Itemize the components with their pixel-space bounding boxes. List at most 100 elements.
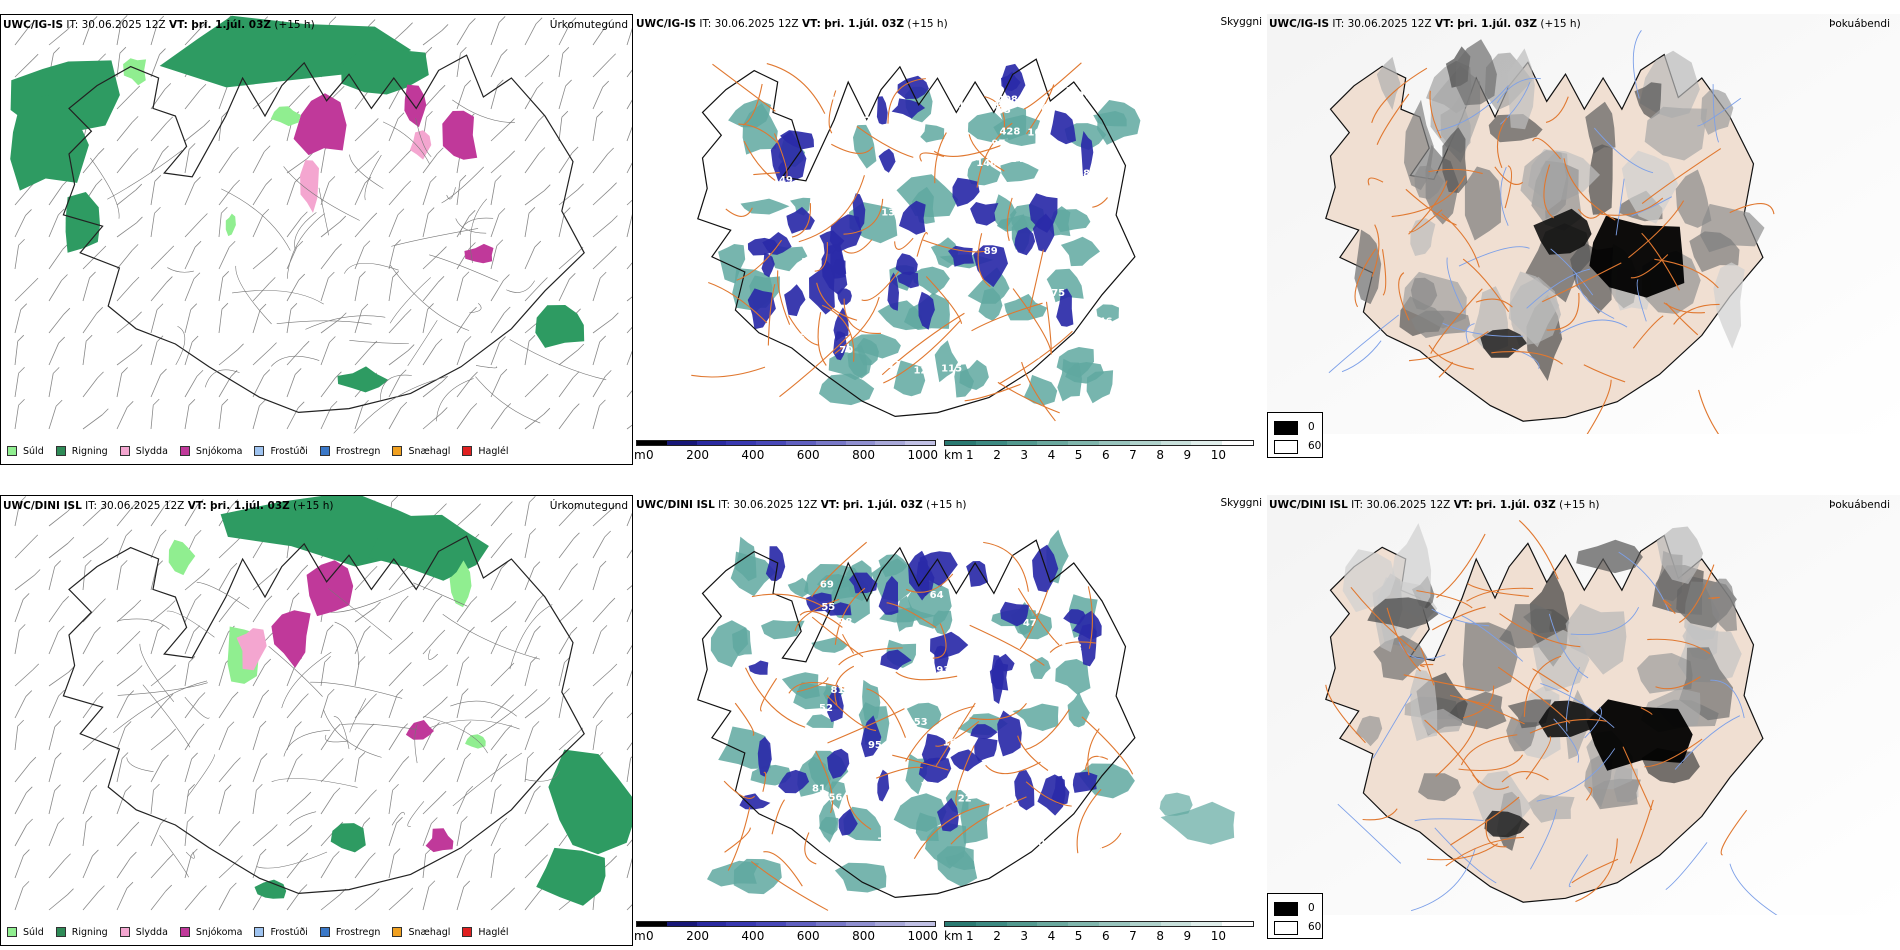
colorbar-swatch [845, 441, 876, 445]
precip-legend-item: Súld [7, 927, 44, 938]
colorbar-tick-label: 200 [686, 929, 709, 943]
visibility-colorbar: km 1 2 3 4 5 6 7 8 9 10 [944, 919, 1256, 945]
colorbar-tick-label: 9 [1183, 929, 1192, 943]
precip-legend-swatch [119, 927, 130, 937]
visibility-unit-label: km [944, 929, 963, 943]
precip-legend-label: Frostúði [270, 445, 308, 457]
cloud-base-label: 75 [1051, 288, 1065, 299]
cloud-base-label: 49 [779, 175, 793, 186]
precip-legend-label: Snæhagl [408, 926, 451, 938]
cloud-base-label: 93 [936, 665, 950, 676]
fog-legend-value-high: 0 [1308, 421, 1315, 433]
cloud-base-label: 56 [828, 792, 842, 803]
rivers [1328, 30, 1742, 374]
colorbar-tick-label: 1000 [907, 929, 938, 943]
cloud-base-label: 46 [1099, 317, 1113, 328]
colorbar-swatch [637, 441, 667, 445]
colorbar-tick-label: 8 [1156, 448, 1164, 462]
panel-title: UWC/IG-IS IT: 30.06.2025 12Z VT: þri. 1.… [1269, 18, 1581, 30]
height-colorbar: m 0 200 400 600 800 1000 [634, 919, 938, 945]
fog-legend-swatch-low [1274, 921, 1298, 935]
precip-legend-item: Frostregn [319, 927, 380, 938]
precip-map [10, 15, 632, 434]
cloud-base-label: 68 [863, 661, 877, 672]
colorbar-tick-label: 200 [686, 448, 709, 462]
fog-legend-value-low: 60 [1308, 440, 1322, 452]
colorbar-swatch [1222, 441, 1253, 445]
colorbar-swatch [905, 922, 935, 926]
colorbar-swatch [785, 922, 816, 926]
precip-legend-label: Frostregn [335, 445, 381, 457]
precip-legend-item: Haglél [462, 927, 509, 938]
roads [113, 581, 561, 878]
precip-legend-item: Snæhagl [392, 446, 450, 457]
colorbar-swatch [1129, 441, 1161, 445]
colorbar-swatch [1129, 922, 1161, 926]
colorbar-tick-label: 1 [966, 929, 974, 943]
wind-barbs [14, 496, 632, 911]
cloud-base-label: 52 [858, 624, 872, 635]
cloud-base-label: 83 [997, 105, 1011, 116]
cloud-base-areas [747, 63, 1094, 361]
precip-legend-item: Haglél [462, 445, 509, 457]
panel-title: UWC/DINI ISL IT: 30.06.2025 12Z VT: þri.… [3, 500, 334, 512]
precip-legend-label: Haglél [478, 445, 509, 457]
cloud-base-label: 133 [1061, 643, 1082, 654]
precip-legend-swatch [254, 927, 265, 937]
panel-title: UWC/DINI ISL IT: 30.06.2025 12Z VT: þri.… [636, 499, 967, 511]
cloud-base-label: 92 [1042, 639, 1056, 650]
precip-legend-item: Snjókoma [179, 927, 242, 938]
fog-map [1267, 14, 1900, 434]
colorbar-swatch [875, 441, 906, 445]
precip-legend-label: Rigning [71, 926, 108, 938]
precip-legend-swatch [319, 446, 330, 456]
precip-legend-item: Slydda [119, 446, 168, 457]
colorbar-swatch [1037, 922, 1069, 926]
colorbar-tick-label: 5 [1074, 448, 1083, 462]
colorbar-swatch [726, 922, 757, 926]
cloud-base-label: 75 [1027, 351, 1041, 362]
precip-legend-swatch [119, 446, 130, 456]
cloud-base-label: 53 [914, 717, 928, 728]
precip-legend-swatch [55, 927, 66, 937]
cloud-base-label: 117 [1066, 86, 1087, 97]
precip-legend-item: Rigning [55, 926, 108, 938]
panel-parameter-name: Þokuábendi [1829, 499, 1890, 511]
precip-legend-swatch [462, 927, 473, 937]
colorbar-tick-label: 7 [1129, 448, 1137, 462]
precip-panel-top: UWC/IG-IS IT: 30.06.2025 12Z VT: þri. 1.… [0, 14, 633, 465]
colorbar-swatch [1160, 922, 1192, 926]
colorbar-swatch [1068, 441, 1099, 445]
fog-shading [1342, 523, 1742, 851]
cloud-base-label: 81 [831, 685, 845, 696]
cloud-base-label: 146 [976, 158, 997, 169]
colorbar-swatch [815, 441, 846, 445]
fog-shading [1354, 39, 1765, 381]
fog-legend-value-low: 60 [1308, 921, 1322, 933]
cloud-base-label: 124 [974, 776, 995, 787]
height-unit-label: m [634, 929, 646, 943]
colorbar-swatch [975, 441, 1007, 445]
precip-legend-swatch [7, 927, 17, 937]
colorbar-swatch [1068, 922, 1099, 926]
cloud-base-labels: 70 64 75 73 129 86 146 49 54 160 132 117 208 115 135 11… [759, 86, 1113, 376]
visibility-unit-label: km [944, 448, 963, 462]
precip-areas [168, 496, 632, 906]
roads [723, 541, 1134, 911]
cloud-base-label: 16 [1031, 831, 1045, 842]
precip-legend-label: Slydda [135, 926, 168, 938]
precip-map [14, 496, 632, 911]
precip-legend-swatch [179, 446, 190, 456]
visibility-colorbar-swatches [944, 921, 1254, 927]
colorbar-swatch [785, 441, 816, 445]
cloud-base-label: 86 [847, 253, 861, 264]
colorbar-tick-label: 2 [993, 929, 1001, 943]
cloud-panel-bottom: UWC/DINI ISL IT: 30.06.2025 12Z VT: þri.… [634, 495, 1266, 946]
precip-legend: Súld Rigning Slydda Snjókoma Frostúði Frostre… [1, 919, 515, 945]
precip-legend-swatch [319, 927, 330, 937]
cloud-base-label: 75 [791, 333, 805, 344]
roads [1354, 67, 1775, 434]
colorbar-tick-label: 600 [796, 929, 820, 943]
colorbar-swatch [696, 441, 727, 445]
roads [1325, 520, 1748, 903]
